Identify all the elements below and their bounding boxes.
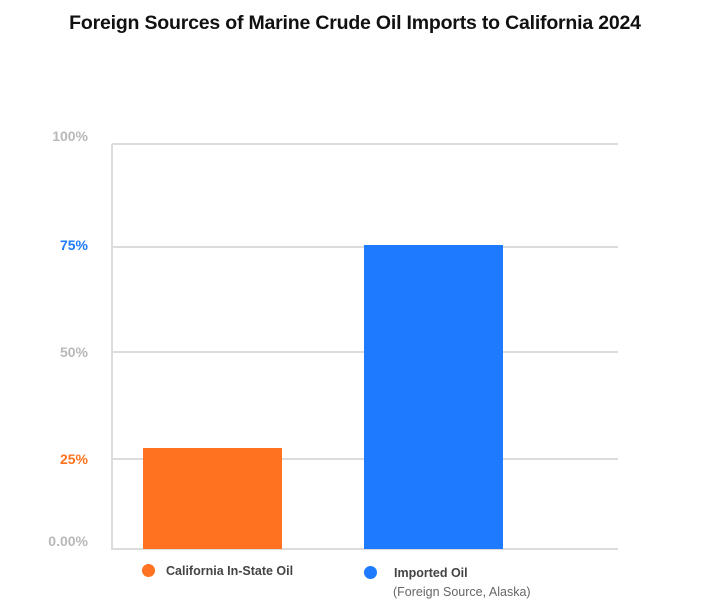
y-axis-line bbox=[111, 144, 113, 550]
x-axis-baseline bbox=[112, 548, 618, 550]
y-tick-75: 75% bbox=[59, 237, 88, 253]
chart-title: Foreign Sources of Marine Crude Oil Impo… bbox=[69, 12, 641, 34]
y-tick-0: 0.00% bbox=[48, 533, 88, 549]
legend-dot-blue-icon bbox=[364, 566, 377, 579]
bar-imported-oil bbox=[364, 245, 503, 549]
y-tick-25: 25% bbox=[59, 451, 88, 467]
gridline-100 bbox=[112, 143, 618, 145]
bar-california-in-state-oil bbox=[143, 448, 282, 549]
legend-dot-orange-icon bbox=[142, 564, 155, 577]
y-tick-100: 100% bbox=[52, 128, 88, 144]
y-tick-50: 50% bbox=[59, 344, 88, 360]
legend-label-california: California In-State Oil bbox=[166, 564, 294, 578]
legend-sublabel-imported: (Foreign Source, Alaska) bbox=[393, 585, 531, 599]
legend-label-imported: Imported Oil bbox=[394, 566, 468, 580]
